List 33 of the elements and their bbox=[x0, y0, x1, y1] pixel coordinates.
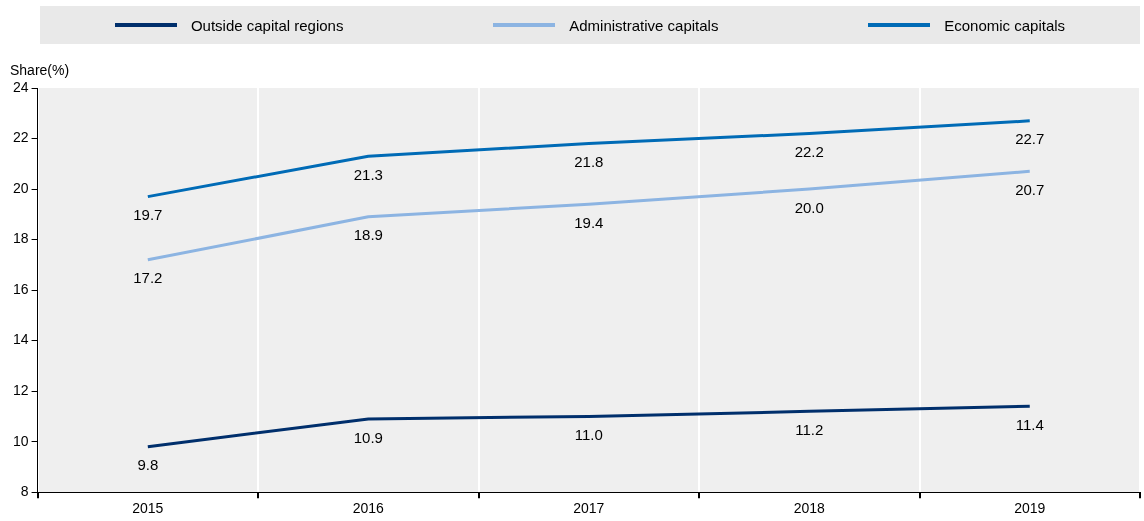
data-label: 11.2 bbox=[795, 421, 824, 438]
y-tick-label: 14 bbox=[12, 331, 29, 348]
data-label: 21.8 bbox=[574, 153, 604, 171]
data-label: 17.2 bbox=[133, 269, 163, 287]
data-label: 11.0 bbox=[574, 426, 603, 444]
y-tick-label: 8 bbox=[20, 483, 29, 500]
data-label: 19.4 bbox=[574, 213, 604, 231]
data-label: 19.7 bbox=[133, 206, 163, 224]
data-label: 20.7 bbox=[1015, 181, 1045, 199]
y-tick-label: 12 bbox=[12, 382, 29, 399]
data-label: 21.3 bbox=[353, 165, 383, 183]
x-tick-label: 2019 bbox=[1014, 500, 1046, 517]
data-label: 22.7 bbox=[1015, 130, 1045, 148]
y-axis-title: Share(%) bbox=[10, 62, 70, 78]
y-tick-label: 20 bbox=[12, 179, 29, 196]
x-tick-label: 2015 bbox=[132, 500, 164, 517]
data-label: 10.9 bbox=[353, 428, 383, 446]
legend-label: Administrative capitals bbox=[569, 16, 719, 34]
x-tick-label: 2017 bbox=[573, 500, 605, 517]
y-tick-label: 10 bbox=[12, 432, 29, 449]
data-label: 20.0 bbox=[794, 198, 824, 216]
data-label: 9.8 bbox=[137, 456, 159, 474]
y-tick-label: 22 bbox=[12, 129, 29, 146]
data-label: 11.4 bbox=[1015, 415, 1044, 433]
y-tick-label: 18 bbox=[12, 230, 29, 247]
legend-label: Economic capitals bbox=[944, 16, 1066, 34]
x-tick-label: 2016 bbox=[352, 500, 385, 517]
data-label: 18.9 bbox=[353, 226, 383, 244]
data-label: 22.2 bbox=[794, 143, 824, 161]
y-tick-label: 16 bbox=[12, 280, 29, 297]
legend-label: Outside capital regions bbox=[190, 16, 344, 34]
y-tick-label: 24 bbox=[12, 78, 29, 95]
x-tick-label: 2018 bbox=[793, 500, 826, 517]
